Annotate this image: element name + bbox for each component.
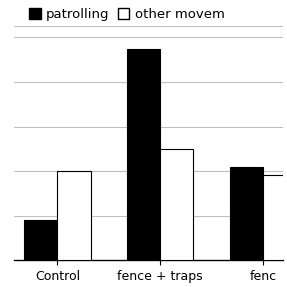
Bar bbox=[230, 166, 263, 260]
Bar bbox=[127, 49, 160, 260]
Legend: patrolling, other movem: patrolling, other movem bbox=[24, 3, 230, 26]
Bar bbox=[57, 171, 91, 260]
Bar bbox=[160, 149, 193, 260]
Bar bbox=[263, 175, 287, 260]
Bar bbox=[24, 220, 57, 260]
